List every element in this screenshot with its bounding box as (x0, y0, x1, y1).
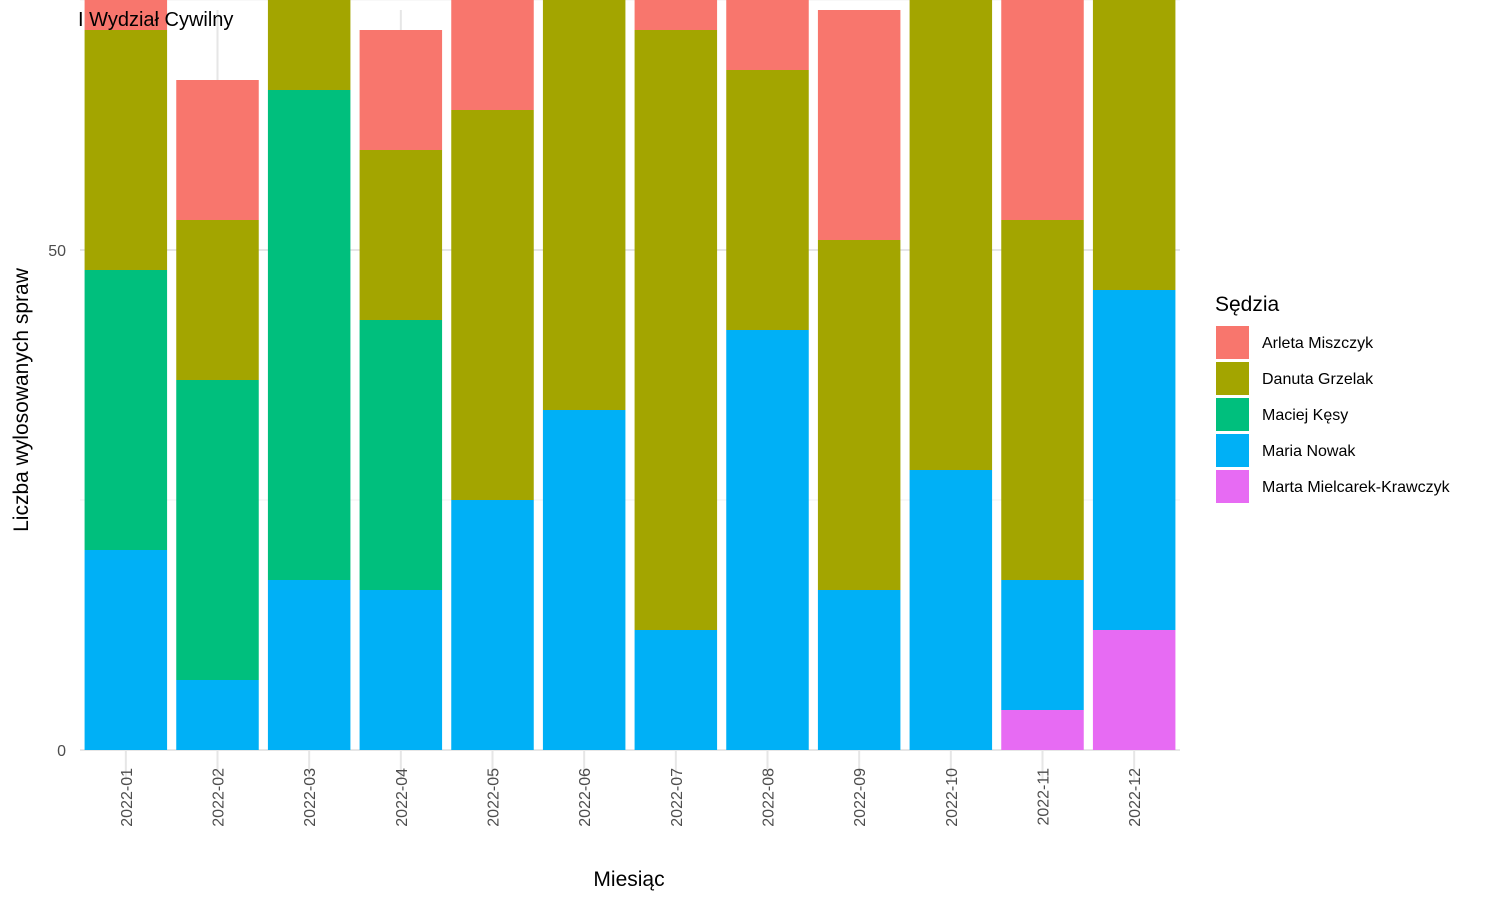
bar-segment-danuta-grzelak (1092, 0, 1176, 290)
legend-swatch (1216, 398, 1249, 431)
bar-segment-arleta-miszczyk (817, 10, 901, 240)
bar-segment-maria-nowak (909, 470, 993, 750)
x-tick-label: 2022-06 (577, 768, 594, 827)
legend-label: Danuta Grzelak (1262, 371, 1374, 388)
legend-swatch (1216, 362, 1249, 395)
x-tick-label: 2022-10 (944, 768, 961, 827)
bar-segment-maria-nowak (451, 500, 534, 750)
bar-segment-maria-nowak (726, 330, 809, 750)
y-tick-label: 50 (48, 243, 66, 260)
legend-label: Arleta Miszczyk (1262, 335, 1374, 352)
bar-segment-maciej-kesy (267, 90, 351, 580)
bar-segment-danuta-grzelak (176, 220, 259, 380)
bar-segment-maria-nowak (84, 550, 168, 750)
x-tick-label: 2022-07 (669, 768, 686, 827)
legend-label: Maciej Kęsy (1262, 407, 1348, 424)
bars (84, 0, 1176, 750)
bar-segment-arleta-miszczyk (634, 0, 718, 30)
bar-segment-arleta-miszczyk (726, 0, 809, 70)
y-axis: 050100 (48, 243, 66, 760)
bar-segment-arleta-miszczyk (359, 30, 443, 150)
x-tick-label: 2022-08 (761, 768, 778, 827)
bar-segment-maria-nowak (359, 590, 443, 750)
bar-segment-danuta-grzelak (909, 0, 993, 470)
bar-segment-danuta-grzelak (359, 150, 443, 320)
bar-segment-danuta-grzelak (542, 0, 626, 410)
bar-segment-arleta-miszczyk (176, 80, 259, 220)
bar-segment-maciej-kesy (84, 270, 168, 550)
bar-segment-maria-nowak (267, 580, 351, 750)
bar-segment-danuta-grzelak (726, 70, 809, 330)
bar-segment-maciej-kesy (176, 380, 259, 680)
bar-segment-maria-nowak (542, 410, 626, 750)
bar-segment-maria-nowak (1092, 290, 1176, 630)
bar-segment-arleta-miszczyk (84, 0, 168, 30)
chart-title: I Wydział Cywilny (78, 9, 233, 31)
bar-segment-maria-nowak (176, 680, 259, 750)
x-tick-label: 2022-09 (852, 768, 869, 827)
x-tick-label: 2022-05 (486, 768, 503, 827)
bar-segment-maciej-kesy (359, 320, 443, 590)
bar-segment-marta-mielcarek-krawczyk (1092, 630, 1176, 750)
legend-label: Marta Mielcarek-Krawczyk (1262, 479, 1451, 496)
x-tick-label: 2022-03 (302, 768, 319, 827)
legend: Sędzia Arleta Miszczyk Danuta Grzelak Maci… (1215, 293, 1451, 503)
bar-segment-danuta-grzelak (634, 30, 718, 630)
bar-segment-arleta-miszczyk (451, 0, 534, 110)
bar-segment-danuta-grzelak (267, 0, 351, 90)
x-axis-title: Miesiąc (593, 868, 664, 891)
x-tick-label: 2022-02 (211, 768, 228, 827)
legend-swatch (1216, 326, 1249, 359)
bar-segment-maria-nowak (1001, 580, 1084, 710)
bar-segment-danuta-grzelak (84, 30, 168, 270)
x-tick-label: 2022-04 (394, 768, 411, 827)
bar-segment-danuta-grzelak (817, 240, 901, 590)
x-tick-label: 2022-11 (1036, 768, 1053, 826)
y-axis-title: Liczba wylosowanych spraw (10, 267, 33, 532)
bar-segment-arleta-miszczyk (1001, 0, 1084, 220)
legend-swatch (1216, 470, 1249, 503)
bar-segment-marta-mielcarek-krawczyk (1001, 710, 1084, 750)
legend-title: Sędzia (1215, 293, 1280, 316)
y-tick-label: 0 (57, 743, 66, 760)
bar-segment-maria-nowak (817, 590, 901, 750)
x-tick-label: 2022-12 (1127, 768, 1144, 827)
x-axis: 2022-01 2022-02 2022-03 2022-04 2022-05 2022-… (119, 768, 1144, 827)
legend-swatch (1216, 434, 1249, 467)
legend-label: Maria Nowak (1262, 443, 1356, 460)
x-tick-label: 2022-01 (119, 768, 136, 827)
bar-segment-danuta-grzelak (1001, 220, 1084, 580)
bar-segment-maria-nowak (634, 630, 718, 750)
bar-segment-danuta-grzelak (451, 110, 534, 500)
